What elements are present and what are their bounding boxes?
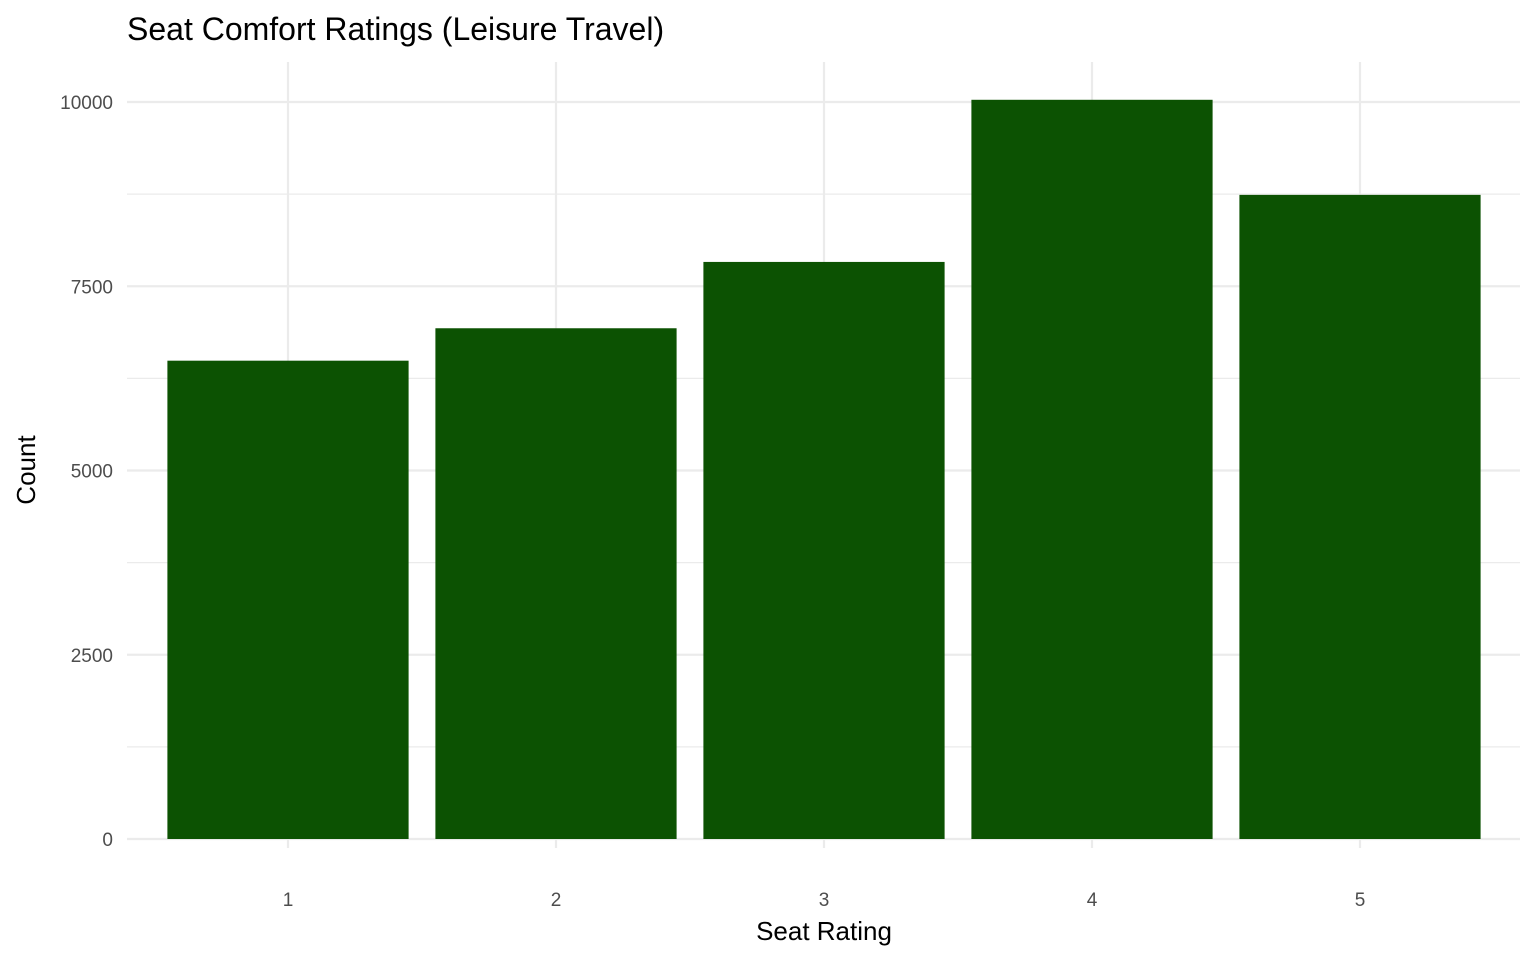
x-tick-label: 1 bbox=[283, 890, 294, 911]
bar-rating-1 bbox=[167, 360, 409, 839]
x-tick-label: 3 bbox=[819, 890, 830, 911]
x-tick-label: 2 bbox=[551, 890, 562, 911]
y-tick-label: 0 bbox=[102, 830, 113, 851]
bars bbox=[167, 99, 1481, 840]
y-tick-label: 5000 bbox=[71, 462, 113, 483]
y-axis-title: Count bbox=[11, 435, 41, 505]
y-axis-ticks: 0 2500 5000 7500 10000 bbox=[60, 93, 113, 851]
x-tick-label: 4 bbox=[1087, 890, 1098, 911]
x-axis-ticks: 1 2 3 4 5 bbox=[283, 890, 1366, 911]
bar-rating-2 bbox=[435, 328, 677, 839]
bar-rating-3 bbox=[703, 261, 945, 840]
chart-title: Seat Comfort Ratings (Leisure Travel) bbox=[127, 11, 664, 47]
y-tick-label: 10000 bbox=[60, 93, 113, 114]
bar-rating-4 bbox=[971, 99, 1213, 839]
y-tick-label: 7500 bbox=[71, 277, 113, 298]
x-axis-title: Seat Rating bbox=[756, 916, 892, 946]
x-tick-label: 5 bbox=[1355, 890, 1366, 911]
y-tick-label: 2500 bbox=[71, 646, 113, 667]
bar-rating-5 bbox=[1239, 194, 1481, 839]
